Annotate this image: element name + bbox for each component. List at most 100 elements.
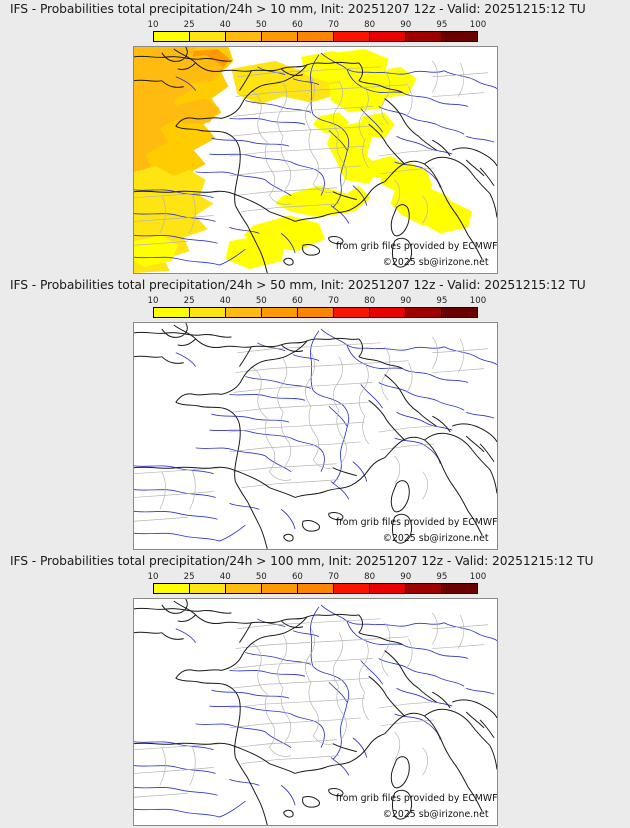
colorbar-segment-95-100 bbox=[442, 308, 477, 317]
precip-area-iberia-15 bbox=[134, 235, 178, 268]
colorbar-tick-10: 10 bbox=[147, 20, 159, 30]
colorbar-tick-95: 95 bbox=[436, 296, 448, 306]
colorbar-segment-95-100 bbox=[442, 32, 477, 41]
colorbar-tick-50: 50 bbox=[255, 296, 267, 306]
colorbar-segment-80-90 bbox=[370, 584, 406, 593]
coastline-layer bbox=[134, 47, 497, 273]
credit-copyright: ©2025 sb@irizone.net bbox=[383, 533, 489, 544]
colorbar-tick-90: 90 bbox=[400, 20, 412, 30]
colorbar-tick-60: 60 bbox=[291, 296, 303, 306]
colorbar-tick-95: 95 bbox=[436, 20, 448, 30]
precip-area-liguria-15 bbox=[364, 156, 405, 178]
precipitation-map[interactable]: from grib files provided by ECMWF ©2025 … bbox=[133, 46, 498, 274]
map-svg: from grib files provided by ECMWF ©2025 … bbox=[134, 599, 497, 825]
colorbar-segment-70-80 bbox=[334, 308, 370, 317]
precip-area-atlantic-50 bbox=[134, 47, 202, 178]
coastline-layer bbox=[134, 323, 497, 549]
colorbar-tick-40: 40 bbox=[219, 572, 231, 582]
panel-title: IFS - Probabilities total precipitation/… bbox=[10, 554, 594, 568]
colorbar-segment-10-25 bbox=[154, 584, 190, 593]
precip-area-channel-50 bbox=[173, 54, 224, 83]
colorbar-segment-25-40 bbox=[190, 308, 226, 317]
colorbar-segment-60-70 bbox=[298, 584, 334, 593]
colorbar-segment-80-90 bbox=[370, 308, 406, 317]
admin-borders-layer bbox=[134, 60, 489, 246]
colorbar bbox=[153, 31, 478, 42]
colorbar-tick-50: 50 bbox=[255, 572, 267, 582]
colorbar-tick-10: 10 bbox=[147, 296, 159, 306]
panel-title: IFS - Probabilities total precipitation/… bbox=[10, 2, 586, 16]
colorbar-tick-90: 90 bbox=[400, 296, 412, 306]
colorbar bbox=[153, 583, 478, 594]
precip-shading-layer bbox=[134, 47, 473, 273]
colorbar-tick-25: 25 bbox=[183, 572, 195, 582]
credit-ecmwf: from grib files provided by ECMWF bbox=[336, 517, 497, 528]
colorbar-tick-90: 90 bbox=[400, 572, 412, 582]
colorbar-tick-40: 40 bbox=[219, 20, 231, 30]
colorbar-tick-100: 100 bbox=[469, 296, 487, 306]
panel-title: IFS - Probabilities total precipitation/… bbox=[10, 278, 586, 292]
colorbar-tick-100: 100 bbox=[469, 572, 487, 582]
colorbar-tick-70: 70 bbox=[328, 20, 339, 30]
colorbar-tick-95: 95 bbox=[436, 572, 448, 582]
colorbar-segment-40-50 bbox=[226, 32, 262, 41]
colorbar-tick-80: 80 bbox=[364, 20, 376, 30]
credit-ecmwf: from grib files provided by ECMWF bbox=[336, 241, 497, 252]
colorbar-ticks: 10 25 40 50 60 70 80 90 95 100 bbox=[148, 572, 487, 583]
colorbar-segment-90-95 bbox=[406, 32, 442, 41]
precip-area-burgundy-15 bbox=[313, 112, 349, 135]
forecast-panel-100mm: IFS - Probabilities total precipitation/… bbox=[0, 552, 630, 828]
rivers-layer bbox=[134, 604, 497, 818]
forecast-panel-50mm: IFS - Probabilities total precipitation/… bbox=[0, 276, 630, 552]
precip-area-alps-15 bbox=[358, 112, 395, 139]
colorbar-tick-50: 50 bbox=[255, 20, 267, 30]
precip-area-rhine-15 bbox=[366, 66, 417, 99]
colorbar-tick-60: 60 bbox=[291, 20, 303, 30]
admin-borders-layer bbox=[134, 336, 489, 522]
map-svg: from grib files provided by ECMWF ©2025 … bbox=[134, 323, 497, 549]
colorbar-ticks: 10 25 40 50 60 70 80 90 95 100 bbox=[148, 20, 487, 31]
colorbar-tick-40: 40 bbox=[219, 296, 231, 306]
credit-ecmwf: from grib files provided by ECMWF bbox=[336, 793, 497, 804]
colorbar-tick-70: 70 bbox=[328, 572, 339, 582]
colorbar-tick-60: 60 bbox=[291, 572, 303, 582]
colorbar-tick-80: 80 bbox=[364, 296, 376, 306]
rivers-layer bbox=[134, 328, 497, 542]
colorbar-segment-95-100 bbox=[442, 584, 477, 593]
colorbar-tick-100: 100 bbox=[469, 20, 487, 30]
colorbar-ticks: 10 25 40 50 60 70 80 90 95 100 bbox=[148, 296, 487, 307]
colorbar-tick-25: 25 bbox=[183, 20, 195, 30]
colorbar-tick-25: 25 bbox=[183, 296, 195, 306]
forecast-panel-10mm: IFS - Probabilities total precipitation/… bbox=[0, 0, 630, 276]
colorbar-segment-50-60 bbox=[262, 584, 298, 593]
colorbar-segment-25-40 bbox=[190, 584, 226, 593]
colorbar-tick-80: 80 bbox=[364, 572, 376, 582]
precipitation-map[interactable]: from grib files provided by ECMWF ©2025 … bbox=[133, 598, 498, 826]
credit-copyright: ©2025 sb@irizone.net bbox=[383, 809, 489, 820]
colorbar-segment-60-70 bbox=[298, 32, 334, 41]
precip-area-languedoc-15 bbox=[275, 185, 371, 218]
colorbar-segment-70-80 bbox=[334, 584, 370, 593]
colorbar-segment-10-25 bbox=[154, 32, 190, 41]
colorbar-segment-25-40 bbox=[190, 32, 226, 41]
precip-area-tyrrhenian-15 bbox=[422, 201, 473, 234]
colorbar bbox=[153, 307, 478, 318]
colorbar-segment-40-50 bbox=[226, 584, 262, 593]
admin-borders-layer bbox=[134, 612, 489, 798]
colorbar-segment-50-60 bbox=[262, 32, 298, 41]
coastline-layer bbox=[134, 599, 497, 825]
colorbar-segment-50-60 bbox=[262, 308, 298, 317]
precipitation-map[interactable]: from grib files provided by ECMWF ©2025 … bbox=[133, 322, 498, 550]
colorbar-tick-70: 70 bbox=[328, 296, 339, 306]
colorbar-segment-10-25 bbox=[154, 308, 190, 317]
colorbar-segment-80-90 bbox=[370, 32, 406, 41]
credit-copyright: ©2025 sb@irizone.net bbox=[383, 257, 489, 268]
precip-area-pyrenees-15 bbox=[225, 235, 286, 270]
colorbar-tick-10: 10 bbox=[147, 572, 159, 582]
map-svg: from grib files provided by ECMWF ©2025 … bbox=[134, 47, 497, 273]
colorbar-segment-60-70 bbox=[298, 308, 334, 317]
colorbar-segment-90-95 bbox=[406, 584, 442, 593]
colorbar-segment-40-50 bbox=[226, 308, 262, 317]
colorbar-segment-90-95 bbox=[406, 308, 442, 317]
colorbar-segment-70-80 bbox=[334, 32, 370, 41]
